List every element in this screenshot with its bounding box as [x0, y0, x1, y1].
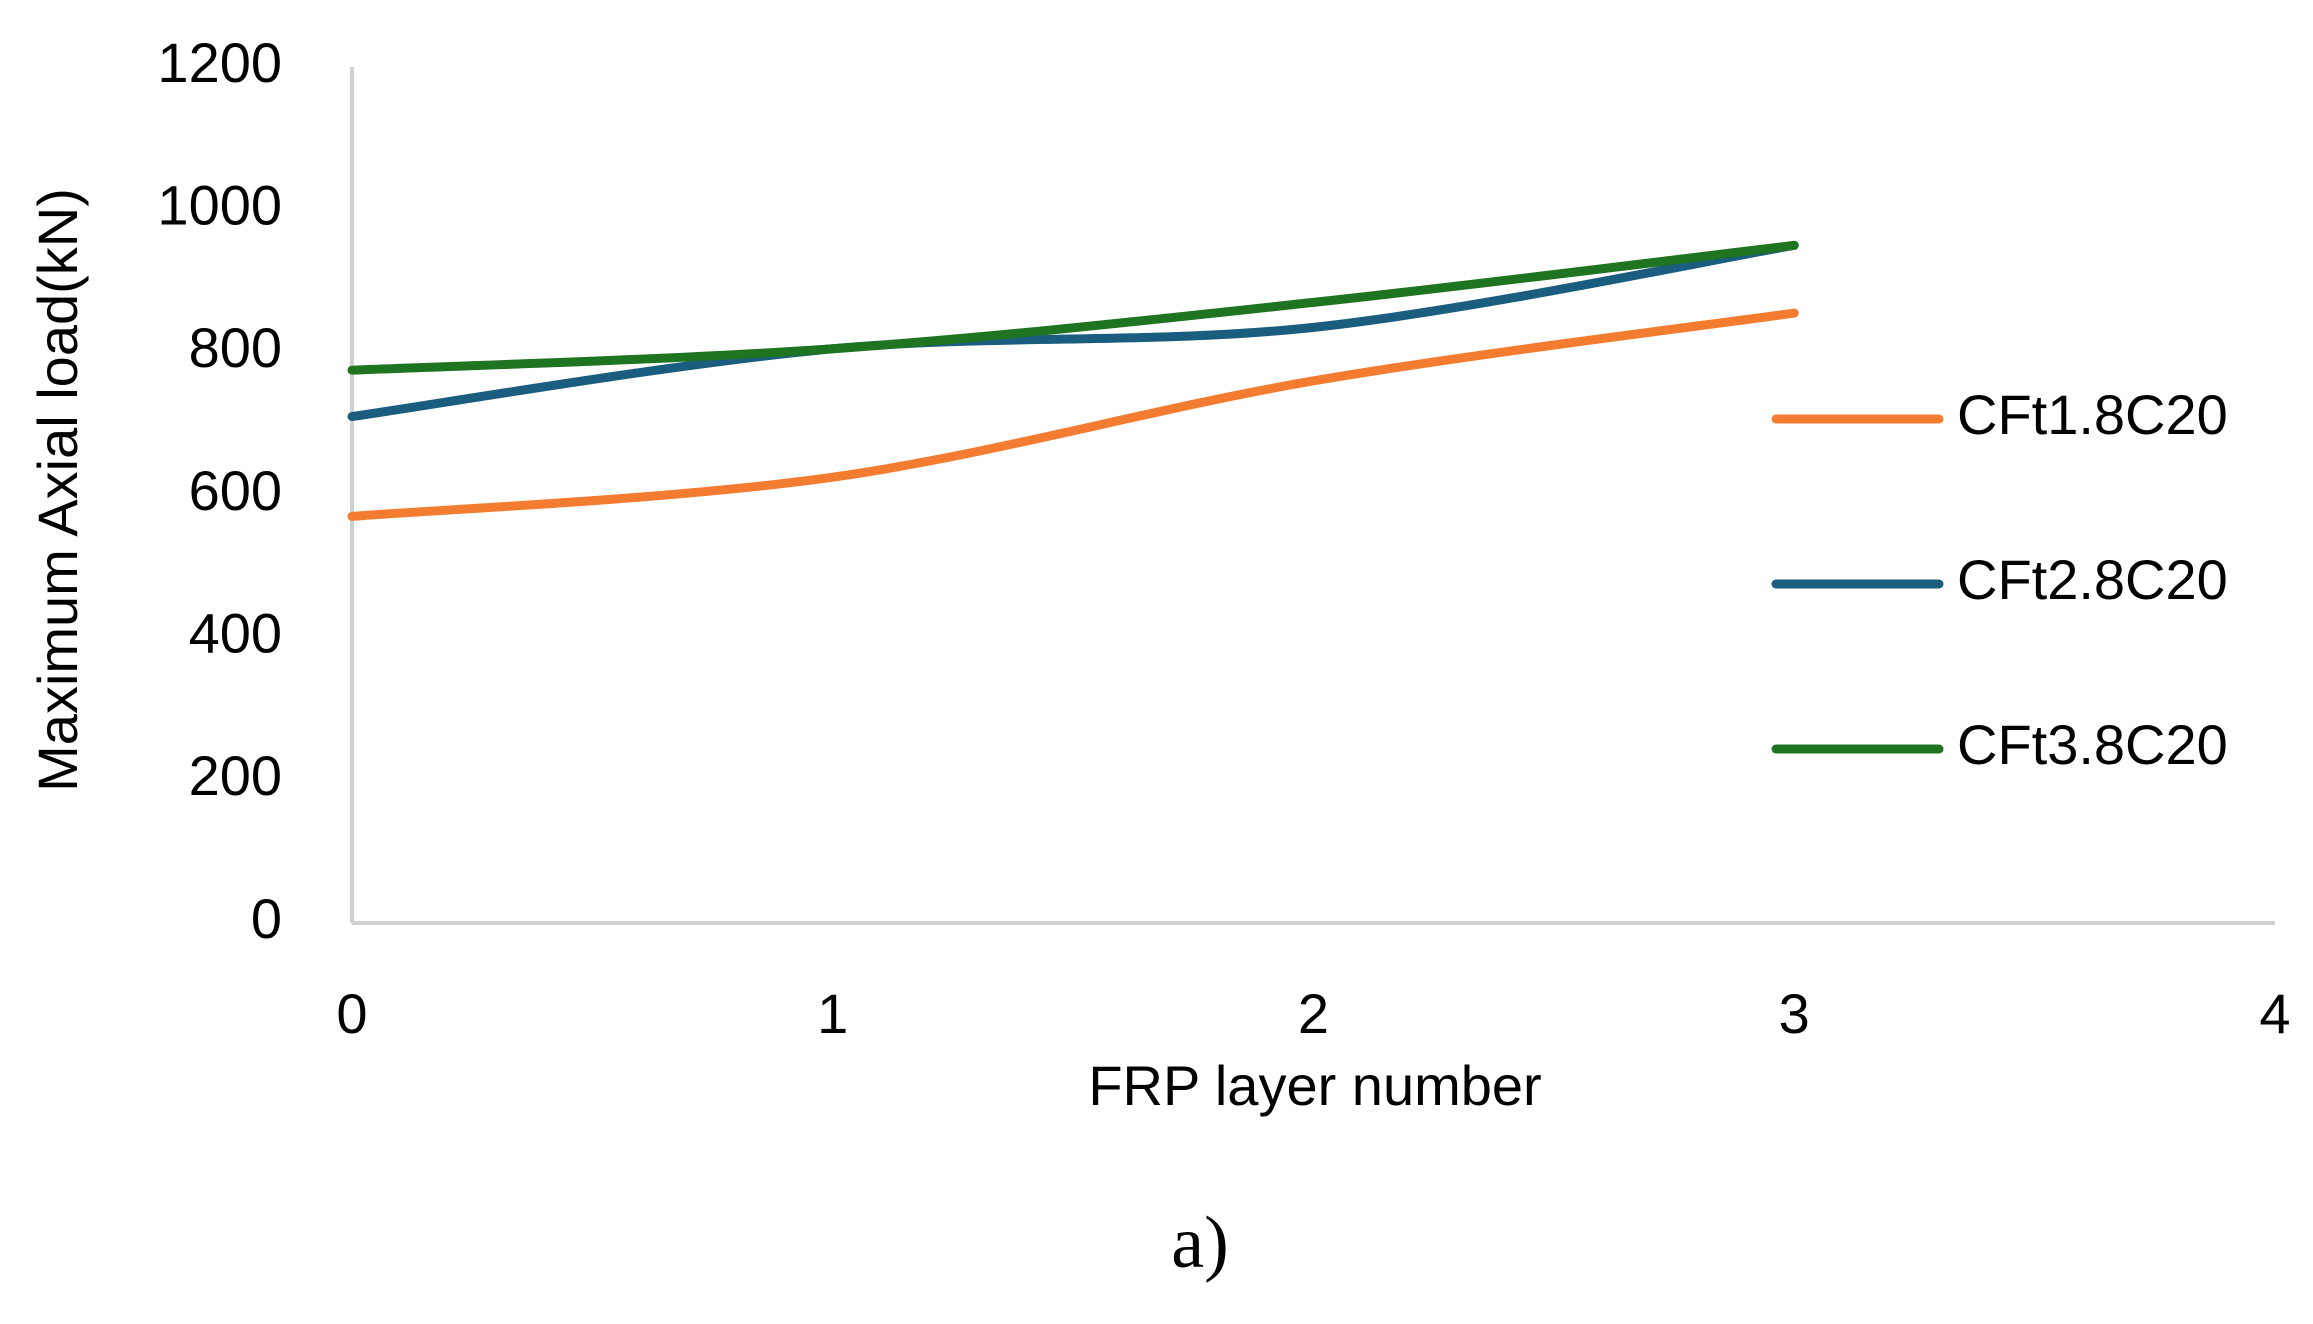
y-axis-title: Maximum Axial load(kN) [26, 188, 89, 792]
legend-label: CFt3.8C20 [1957, 713, 2228, 776]
caption: a) [1171, 1202, 1229, 1284]
y-tick-label: 800 [189, 316, 282, 379]
x-tick-label: 2 [1298, 982, 1329, 1045]
x-tick-label: 3 [1779, 982, 1810, 1045]
y-tick-label: 1200 [157, 31, 282, 94]
series-line [347, 240, 1799, 375]
x-tick-label: 4 [2259, 982, 2290, 1045]
series-line [347, 308, 1799, 521]
y-tick-label: 0 [251, 887, 282, 950]
y-tick-label: 400 [189, 601, 282, 664]
y-tick-label: 1000 [157, 173, 282, 236]
x-tick-label: 1 [817, 982, 848, 1045]
x-tick-label: 0 [336, 982, 367, 1045]
y-tick-label: 600 [189, 459, 282, 522]
x-axis-title: FRP layer number [1088, 1054, 1541, 1117]
legend-label: CFt1.8C20 [1957, 383, 2228, 446]
series-line [347, 240, 1799, 422]
legend-label: CFt2.8C20 [1957, 548, 2228, 611]
y-tick-label: 200 [189, 744, 282, 807]
